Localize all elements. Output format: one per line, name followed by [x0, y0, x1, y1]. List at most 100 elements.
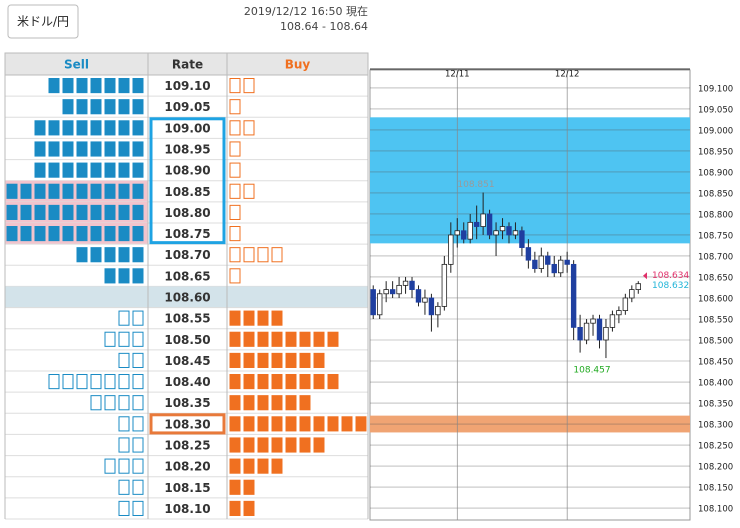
candle-body — [428, 297, 435, 316]
rate: 108.45 — [164, 354, 210, 368]
y-tick-label: 108.150 — [698, 484, 733, 494]
y-tick-label: 108.200 — [698, 463, 733, 473]
rate: 108.25 — [164, 439, 210, 453]
y-tick-label: 108.700 — [698, 252, 733, 262]
sell-box — [104, 374, 116, 390]
pair-button-label[interactable]: 米ドル/円 — [17, 15, 69, 29]
sell-box — [34, 204, 46, 221]
price-annotation: 108.632 — [652, 281, 689, 291]
sell-box — [20, 183, 32, 199]
sell-box — [6, 226, 18, 242]
buy-box — [229, 141, 241, 157]
rate: 108.30 — [164, 417, 210, 431]
y-tick-label: 109.100 — [698, 84, 733, 94]
buy-box — [271, 374, 283, 390]
sell-box — [132, 458, 144, 474]
buy-box — [257, 437, 269, 453]
sell-box — [118, 500, 130, 517]
y-tick-label: 108.750 — [698, 231, 733, 241]
candle-body — [622, 297, 629, 311]
sell-box — [90, 120, 102, 136]
sell-box — [48, 78, 60, 94]
buy-box — [243, 374, 255, 390]
timestamp: 2019/12/12 16:50 現在 — [244, 5, 368, 18]
y-tick-label: 108.800 — [698, 210, 733, 220]
sell-box — [104, 183, 116, 199]
sell-box — [90, 99, 102, 115]
current-row — [5, 286, 368, 308]
sell-box — [62, 226, 74, 242]
candle-body — [402, 280, 409, 286]
sell-box — [118, 479, 130, 495]
sell-box — [132, 437, 144, 453]
buy-box — [229, 479, 241, 495]
rate: 108.50 — [164, 333, 210, 347]
sell-box — [132, 352, 144, 369]
sell-box — [62, 204, 74, 221]
buy-box — [229, 162, 241, 178]
candle-body — [435, 305, 441, 316]
candle-body — [486, 213, 493, 236]
candle-body — [519, 230, 525, 248]
candle-body — [525, 247, 532, 261]
sell-box — [132, 331, 144, 347]
sell-box — [48, 374, 60, 390]
buy-box — [285, 416, 297, 432]
sell-box — [132, 416, 144, 432]
buy-box — [285, 352, 297, 369]
sell-box — [48, 141, 60, 157]
sell-box — [132, 226, 144, 242]
sell-box — [90, 162, 102, 178]
rate: 108.10 — [164, 502, 210, 516]
sell-box — [104, 78, 116, 94]
candle-body — [616, 310, 622, 316]
buy-box — [229, 183, 241, 199]
buy-box — [257, 458, 269, 474]
sell-box — [118, 310, 130, 326]
sell-box — [132, 395, 144, 411]
candle-body — [376, 293, 383, 316]
sell-box — [6, 204, 18, 221]
rate: 109.10 — [164, 79, 210, 93]
y-tick-label: 109.050 — [698, 105, 733, 115]
candle-body — [499, 226, 506, 232]
buy-box — [229, 352, 241, 369]
buy-box — [229, 78, 241, 94]
buy-box — [243, 247, 255, 263]
sell-box — [20, 226, 32, 242]
sell-box — [104, 268, 116, 284]
y-tick-label: 109.000 — [698, 126, 733, 136]
candle-body — [629, 289, 635, 299]
pair-button[interactable] — [7, 4, 79, 39]
buy-box — [299, 374, 311, 390]
sell-box — [118, 162, 130, 178]
sell-box — [62, 78, 74, 94]
sell-box — [90, 247, 102, 263]
candle-body — [583, 322, 590, 341]
y-tick-label: 108.250 — [698, 442, 733, 452]
sell-box — [76, 204, 88, 221]
buy-box — [243, 500, 255, 517]
candle-body — [596, 318, 603, 341]
buy-box — [229, 416, 241, 432]
buy-box — [229, 458, 241, 474]
price-annotation: 108.457 — [573, 366, 610, 376]
sell-box — [62, 162, 74, 178]
buy-box — [243, 183, 255, 199]
rate: 108.20 — [164, 460, 210, 474]
candle-body — [370, 289, 376, 316]
sell-box — [132, 268, 144, 284]
candle-body — [493, 230, 499, 236]
sell-box — [90, 226, 102, 242]
sell-box — [34, 120, 46, 136]
buy-box — [257, 416, 269, 432]
sell-box — [62, 141, 74, 157]
column-header: Rate — [172, 58, 203, 72]
buy-box — [327, 331, 339, 347]
candle-body — [577, 326, 583, 341]
sell-box — [118, 78, 130, 94]
sell-box — [76, 78, 88, 94]
candle-body — [383, 289, 389, 295]
candle-body — [480, 213, 486, 227]
buy-box — [229, 226, 241, 242]
